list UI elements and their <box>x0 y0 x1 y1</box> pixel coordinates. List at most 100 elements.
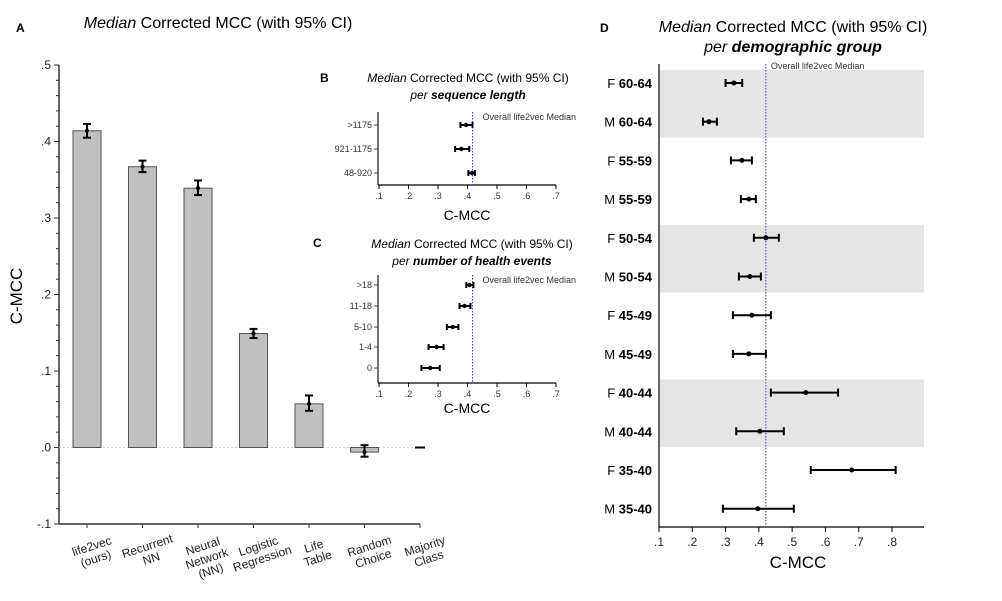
bar-median-point <box>196 186 200 191</box>
y-tick-label: >1175 <box>347 120 372 130</box>
panel-c-subtitle: per number of health events <box>391 254 552 268</box>
x-tick-label: .2 <box>405 389 413 399</box>
row-label-sex: M <box>604 424 618 439</box>
median-point <box>462 303 467 309</box>
panel-b-subtitle: per sequence length <box>409 88 525 102</box>
row-label: F 35-40 <box>607 463 652 478</box>
x-tick-label: .5 <box>787 535 797 549</box>
x-tick-label: .4 <box>464 389 472 399</box>
x-tick-label-line: Life <box>302 536 325 555</box>
row-label-sex: M <box>604 115 618 130</box>
median-point <box>450 324 455 330</box>
y-tick-label: .0 <box>41 441 51 455</box>
row-label-age: 40-44 <box>619 386 653 401</box>
bar <box>128 166 157 448</box>
median-point <box>757 428 763 434</box>
median-point <box>469 170 475 176</box>
y-tick-label: .2 <box>41 288 51 302</box>
row-label-age: 55-59 <box>619 192 652 207</box>
panel-b-title: Median Corrected MCC (with 95% CI) <box>367 71 568 85</box>
bar-median-point <box>251 331 256 336</box>
median-point <box>746 351 752 357</box>
x-tick-label: .6 <box>523 191 531 201</box>
x-tick-label: .6 <box>523 389 531 399</box>
panel-letter-b: B <box>320 71 329 85</box>
row-label: M 40-44 <box>604 424 652 439</box>
y-tick-label: .4 <box>41 135 51 149</box>
bar-median-point <box>140 164 145 169</box>
x-tick-label: life2vec(ours) <box>70 533 117 571</box>
bar <box>183 187 213 448</box>
median-point <box>459 146 464 152</box>
panel-letter-a: A <box>16 21 25 35</box>
row-label: M 50-54 <box>604 270 652 285</box>
x-tick-label: .5 <box>493 389 501 399</box>
reference-median-label: Overall life2vec Median <box>771 61 865 71</box>
x-tick-label: .3 <box>434 389 442 399</box>
panel-a-bars <box>59 122 425 458</box>
y-tick-label: -.1 <box>37 517 51 531</box>
row-label: F 45-49 <box>607 308 652 323</box>
x-tick-label: .1 <box>654 535 664 549</box>
x-tick-label: .2 <box>687 535 697 549</box>
bar-median-point <box>307 401 311 406</box>
panel-c-title: Median Corrected MCC (with 95% CI) <box>371 237 572 251</box>
x-tick-label: .4 <box>464 191 472 201</box>
row-label-age: 50-54 <box>619 270 653 285</box>
median-point <box>739 157 745 163</box>
bar <box>239 333 268 449</box>
y-tick-label: 921-1175 <box>335 144 372 154</box>
x-tick-label: NeuralNetwork(NN) <box>180 532 235 584</box>
x-tick-label: .7 <box>854 535 864 549</box>
panel-a-y-axis-label: C-MCC <box>7 268 26 325</box>
median-point <box>731 80 737 86</box>
row-label-sex: F <box>607 76 619 91</box>
row-label-sex: F <box>607 231 619 246</box>
panel-c-health-events: C Median Corrected MCC (with 95% CI) per… <box>313 236 576 416</box>
x-tick-label: RecurrentNN <box>120 531 179 573</box>
row-label-sex: F <box>607 386 619 401</box>
median-point <box>706 119 712 125</box>
panel-c-x-axis-label: C-MCC <box>444 400 491 416</box>
panel-d-subtitle: per demographic group <box>703 39 882 56</box>
x-tick-label: .1 <box>375 191 383 201</box>
y-tick-label: 0 <box>367 363 372 373</box>
row-label: M 55-59 <box>604 192 652 207</box>
row-label-age: 60-64 <box>619 76 653 91</box>
shaded-band-40-44 <box>660 379 924 448</box>
x-tick-label: .3 <box>434 191 442 201</box>
median-point <box>428 365 433 371</box>
x-tick-label: .3 <box>721 535 731 549</box>
row-label: F 50-54 <box>607 231 653 246</box>
y-tick-label: >18 <box>357 280 372 290</box>
y-tick-label: 48-920 <box>344 168 372 178</box>
panel-b-sequence-length: B Median Corrected MCC (with 95% CI) per… <box>320 71 576 223</box>
row-label-age: 40-44 <box>619 424 653 439</box>
row-label-sex: F <box>607 153 619 168</box>
x-tick-label: .8 <box>887 535 897 549</box>
bar-median-point <box>85 128 89 133</box>
x-tick-label: .5 <box>493 191 501 201</box>
panel-a-title: Median Corrected MCC (with 95% CI) <box>84 15 353 32</box>
x-tick-label: .6 <box>820 535 830 549</box>
row-label-sex: M <box>604 347 618 362</box>
row-label-age: 35-40 <box>619 463 652 478</box>
panel-a-y-axis: .5 .4 .3 .2 .1 .0 -.1 <box>37 58 60 531</box>
row-label-sex: F <box>607 308 619 323</box>
x-tick-label: LifeTable <box>298 535 334 570</box>
row-label-sex: F <box>607 463 619 478</box>
bar-median-point <box>362 450 367 455</box>
x-tick-label: .7 <box>552 389 560 399</box>
row-label-sex: M <box>604 192 618 207</box>
reference-median-label: Overall life2vec Median <box>483 275 577 285</box>
panel-d-x-axis-label: C-MCC <box>770 553 827 572</box>
row-label: F 55-59 <box>607 153 652 168</box>
median-point <box>763 235 769 241</box>
panel-d-demographic: D Median Corrected MCC (with 95% CI) per… <box>600 19 927 572</box>
y-tick-label: 1-4 <box>359 342 372 352</box>
row-label: M 45-49 <box>604 347 652 362</box>
x-tick-label: .2 <box>405 191 413 201</box>
row-label-age: 45-49 <box>619 347 652 362</box>
x-tick-label: LogisticRegression <box>227 530 293 574</box>
y-tick-label: .1 <box>41 364 51 378</box>
